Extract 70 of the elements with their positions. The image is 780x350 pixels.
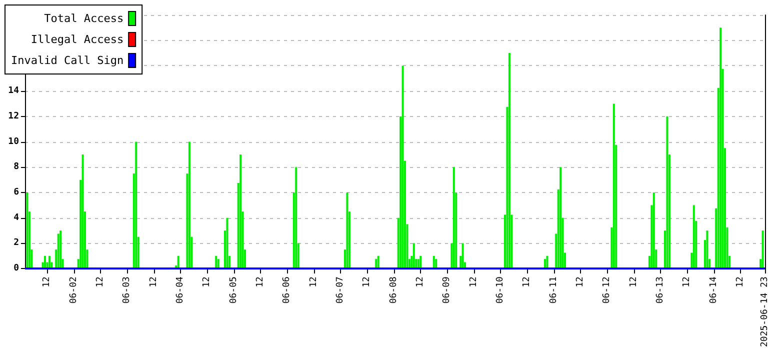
bar xyxy=(432,256,435,269)
bar xyxy=(188,142,190,269)
bar xyxy=(462,243,464,269)
x-tick-label: 06-06 xyxy=(282,276,292,304)
x-tick-label: 12 xyxy=(576,276,586,288)
bar xyxy=(135,142,138,269)
x-tick-label: 12 xyxy=(682,276,692,288)
y-tick-label: 10 xyxy=(8,136,19,147)
bar xyxy=(508,53,510,269)
bar xyxy=(48,256,50,269)
legend-label: Total Access xyxy=(44,12,124,25)
bar xyxy=(666,116,668,269)
bar xyxy=(546,256,548,269)
bar xyxy=(60,230,62,269)
bar xyxy=(706,230,708,269)
legend-label: Invalid Call Sign xyxy=(10,54,124,67)
bar xyxy=(44,256,46,269)
x-tick-label: 06-07 xyxy=(336,276,346,304)
bar xyxy=(82,154,84,269)
x-tick-label: 2025-06-14 23 xyxy=(760,276,770,348)
x-tick-label: 06-13 xyxy=(656,276,666,304)
legend-label: Illegal Access xyxy=(30,33,124,46)
x-tick-label: 06-03 xyxy=(122,276,132,304)
x-tick-label: 06-02 xyxy=(68,276,79,304)
bar xyxy=(177,256,180,269)
y-tick-label: 6 xyxy=(14,187,19,198)
x-tick-label: 06-08 xyxy=(388,276,399,304)
y-tick-label: 2 xyxy=(14,238,19,248)
x-tick-label: 12 xyxy=(522,276,532,288)
bar xyxy=(412,243,415,269)
x-tick-label: 12 xyxy=(416,276,426,288)
bar xyxy=(420,256,422,269)
x-tick-label: 06-11 xyxy=(548,276,559,304)
x-tick-label: 12 xyxy=(256,276,266,288)
x-tick-label: 06-04 xyxy=(176,276,186,304)
bar xyxy=(652,192,655,269)
x-tick-label: 12 xyxy=(736,276,746,288)
x-tick-label: 06-09 xyxy=(442,276,452,304)
bar xyxy=(240,154,242,269)
x-tick-label: 06-10 xyxy=(496,276,506,304)
y-tick-label: 0 xyxy=(14,264,19,274)
x-tick-label: 12 xyxy=(42,276,52,288)
x-tick-label: 06-14 xyxy=(708,276,719,304)
x-tick-label: 12 xyxy=(362,276,372,288)
x-tick-label: 12 xyxy=(96,276,106,288)
bar xyxy=(452,167,455,269)
x-tick-label: 12 xyxy=(202,276,212,288)
y-tick-label: 4 xyxy=(14,212,20,223)
bar xyxy=(26,192,28,269)
x-tick-label: 12 xyxy=(628,276,639,288)
bar xyxy=(402,66,404,269)
bar xyxy=(377,256,380,269)
x-tick-label: 06-05 xyxy=(228,276,239,304)
bar xyxy=(692,205,695,269)
bar xyxy=(762,230,764,269)
y-tick-label: 8 xyxy=(14,162,19,172)
bar xyxy=(226,218,228,269)
x-tick-label: 12 xyxy=(468,276,479,288)
x-tick-label: 12 xyxy=(148,276,159,288)
bar xyxy=(346,192,348,269)
bar xyxy=(215,256,218,269)
x-tick-label: 12 xyxy=(308,276,319,288)
bar xyxy=(57,234,60,269)
bar xyxy=(295,167,298,269)
x-tick-label: 06-12 xyxy=(602,276,612,304)
bar xyxy=(612,104,615,269)
y-tick-label: 14 xyxy=(8,86,20,96)
y-tick-label: 12 xyxy=(8,111,19,122)
bar xyxy=(560,167,562,269)
bar xyxy=(720,28,722,269)
